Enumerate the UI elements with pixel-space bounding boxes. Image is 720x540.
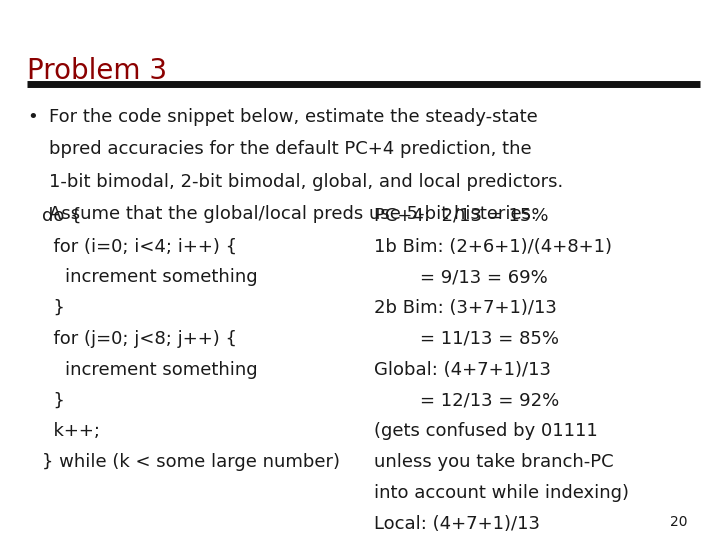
Text: 2b Bim: (3+7+1)/13: 2b Bim: (3+7+1)/13 bbox=[374, 299, 557, 317]
Text: for (j=0; j<8; j++) {: for (j=0; j<8; j++) { bbox=[42, 330, 237, 348]
Text: do {: do { bbox=[42, 207, 81, 225]
Text: Global: (4+7+1)/13: Global: (4+7+1)/13 bbox=[374, 361, 552, 379]
Text: Assume that the global/local preds use 5-bit histories.: Assume that the global/local preds use 5… bbox=[49, 205, 536, 223]
Text: } while (k < some large number): } while (k < some large number) bbox=[42, 453, 340, 471]
Text: = 9/13 = 69%: = 9/13 = 69% bbox=[374, 268, 548, 286]
Text: for (i=0; i<4; i++) {: for (i=0; i<4; i++) { bbox=[42, 238, 237, 255]
Text: PC+4:  2/13 = 15%: PC+4: 2/13 = 15% bbox=[374, 207, 549, 225]
Text: = 12/13 = 92%: = 12/13 = 92% bbox=[374, 392, 559, 409]
Text: k++;: k++; bbox=[42, 422, 100, 440]
Text: (gets confused by 01111: (gets confused by 01111 bbox=[374, 422, 598, 440]
Text: 1b Bim: (2+6+1)/(4+8+1): 1b Bim: (2+6+1)/(4+8+1) bbox=[374, 238, 613, 255]
Text: into account while indexing): into account while indexing) bbox=[374, 484, 629, 502]
Text: Local: (4+7+1)/13: Local: (4+7+1)/13 bbox=[374, 515, 541, 532]
Text: increment something: increment something bbox=[42, 361, 257, 379]
Text: increment something: increment something bbox=[42, 268, 257, 286]
Text: •: • bbox=[27, 108, 38, 126]
Text: For the code snippet below, estimate the steady-state: For the code snippet below, estimate the… bbox=[49, 108, 538, 126]
Text: 20: 20 bbox=[670, 515, 687, 529]
Text: Problem 3: Problem 3 bbox=[27, 57, 168, 85]
Text: unless you take branch-PC: unless you take branch-PC bbox=[374, 453, 614, 471]
Text: 1-bit bimodal, 2-bit bimodal, global, and local predictors.: 1-bit bimodal, 2-bit bimodal, global, an… bbox=[49, 173, 563, 191]
Text: }: } bbox=[42, 299, 65, 317]
Text: = 11/13 = 85%: = 11/13 = 85% bbox=[374, 330, 559, 348]
Text: bpred accuracies for the default PC+4 prediction, the: bpred accuracies for the default PC+4 pr… bbox=[49, 140, 531, 158]
Text: }: } bbox=[42, 392, 65, 409]
